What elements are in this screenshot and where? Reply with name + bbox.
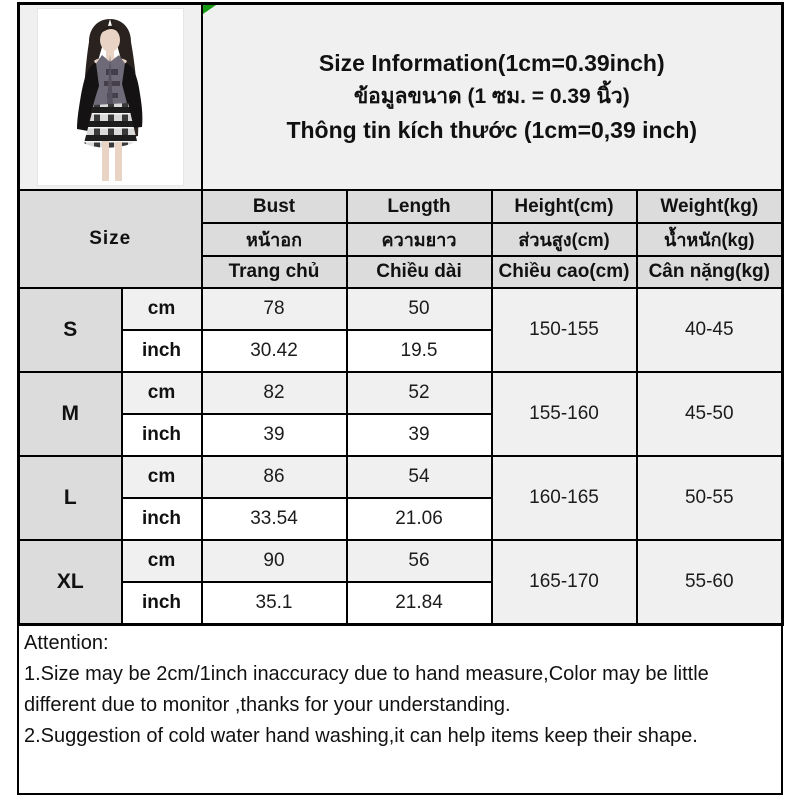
table-row-xl-inch: inch 35.1 21.84 <box>19 581 783 625</box>
size-corner-label: Size <box>17 189 203 289</box>
header-height-th: ส่วนสูง(cm) <box>490 222 638 257</box>
cell-height-l: 160-165 <box>490 455 638 541</box>
header-length-th: ความยาว <box>345 222 493 257</box>
unit-label-cm: cm <box>120 455 203 499</box>
cell-bust-cm-s: 78 <box>200 287 348 331</box>
header-row-english: Size Bust Length Height(cm) Weight(kg) <box>17 189 784 289</box>
size-label-xl: XL <box>17 539 123 625</box>
title-row: Size Information(1cm=0.39inch) ข้อมูลขนา… <box>17 2 784 191</box>
unit-label-inch: inch <box>120 581 203 625</box>
header-weight-vi: Cân nặng(kg) <box>635 255 784 289</box>
size-label-m: M <box>17 371 123 457</box>
table-row-m-inch: inch 39 39 <box>19 413 783 457</box>
header-length-en: Length <box>345 189 493 224</box>
cell-length-cm-m: 52 <box>345 371 493 415</box>
header-row-vietnamese: Trang chủ Chiều dài Chiều cao(cm) Cân nặ… <box>19 255 784 289</box>
unit-label-inch: inch <box>120 497 203 541</box>
size-label-l: L <box>17 455 123 541</box>
green-corner-marker-icon <box>202 5 216 14</box>
table-row-l-inch: inch 33.54 21.06 <box>19 497 783 541</box>
header-row-thai: หน้าอก ความยาว ส่วนสูง(cm) น้ำหนัก(kg) <box>19 222 784 257</box>
cell-length-cm-s: 50 <box>345 287 493 331</box>
cell-height-m: 155-160 <box>490 371 638 457</box>
attention-note-2: 2.Suggestion of cold water hand washing,… <box>24 725 698 747</box>
cell-length-cm-l: 54 <box>345 455 493 499</box>
cell-bust-cm-xl: 90 <box>200 539 348 583</box>
header-bust-en: Bust <box>200 189 348 224</box>
cell-height-xl: 165-170 <box>490 539 638 625</box>
header-weight-en: Weight(kg) <box>635 189 784 224</box>
header-weight-th: น้ำหนัก(kg) <box>635 222 784 257</box>
cell-height-s: 150-155 <box>490 287 638 373</box>
unit-label-inch: inch <box>120 413 203 457</box>
cell-weight-m: 45-50 <box>635 371 784 457</box>
unit-label-inch: inch <box>120 329 203 373</box>
title-vietnamese: Thông tin kích thước (1cm=0,39 inch) <box>286 117 698 143</box>
cell-bust-cm-m: 82 <box>200 371 348 415</box>
product-photo-frame <box>37 9 183 185</box>
cell-length-inch-m: 39 <box>345 413 493 457</box>
table-row-s-cm: S cm 78 50 150-155 40-45 <box>17 287 784 373</box>
cell-length-inch-xl: 21.84 <box>345 581 493 625</box>
header-height-vi: Chiều cao(cm) <box>490 255 638 289</box>
header-bust-vi: Trang chủ <box>200 255 348 289</box>
cell-length-inch-l: 21.06 <box>345 497 493 541</box>
header-height-en: Height(cm) <box>490 189 638 224</box>
cell-bust-cm-l: 86 <box>200 455 348 499</box>
unit-label-cm: cm <box>120 539 203 583</box>
title-thai: ข้อมูลขนาด (1 ซม. = 0.39 นิ้ว) <box>353 85 630 108</box>
header-length-vi: Chiều dài <box>345 255 493 289</box>
unit-label-cm: cm <box>120 287 203 331</box>
title-english: Size Information(1cm=0.39inch) <box>318 50 665 76</box>
cell-weight-s: 40-45 <box>635 287 784 373</box>
cell-weight-l: 50-55 <box>635 455 784 541</box>
table-row-s-inch: inch 30.42 19.5 <box>19 329 783 373</box>
product-photo-cell <box>17 2 203 191</box>
cell-bust-inch-xl: 35.1 <box>200 581 348 625</box>
attention-heading: Attention: <box>24 632 109 654</box>
cell-bust-inch-m: 39 <box>200 413 348 457</box>
header-bust-th: หน้าอก <box>200 222 348 257</box>
size-table: Size Information(1cm=0.39inch) ข้อมูลขนา… <box>17 2 785 626</box>
size-label-s: S <box>17 287 123 373</box>
cell-length-inch-s: 19.5 <box>345 329 493 373</box>
attention-box: Attention: 1.Size may be 2cm/1inch inacc… <box>17 624 783 795</box>
model-photo-illustration <box>37 9 183 185</box>
cell-bust-inch-s: 30.42 <box>200 329 348 373</box>
table-row-xl-cm: XL cm 90 56 165-170 55-60 <box>17 539 784 625</box>
attention-note-1: 1.Size may be 2cm/1inch inaccuracy due t… <box>24 663 709 716</box>
unit-label-cm: cm <box>120 371 203 415</box>
table-row-m-cm: M cm 82 52 155-160 45-50 <box>17 371 784 457</box>
product-photo <box>20 5 201 189</box>
cell-weight-xl: 55-60 <box>635 539 784 625</box>
cell-bust-inch-l: 33.54 <box>200 497 348 541</box>
title-cell: Size Information(1cm=0.39inch) ข้อมูลขนา… <box>200 2 784 191</box>
cell-length-cm-xl: 56 <box>345 539 493 583</box>
table-row-l-cm: L cm 86 54 160-165 50-55 <box>17 455 784 541</box>
